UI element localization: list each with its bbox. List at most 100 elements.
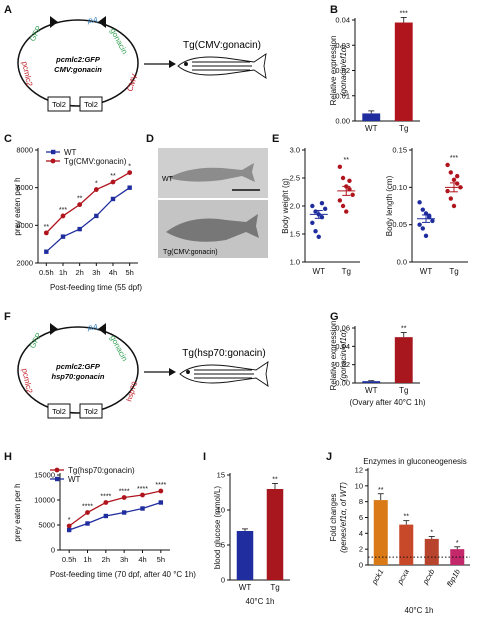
chart-J-bar — [399, 524, 414, 565]
chart-B-ytick-label: 0.02 — [335, 66, 350, 75]
chart-H-point — [121, 510, 127, 515]
chart-E2-point — [448, 170, 453, 175]
plasmid-f-tol2-box-1 — [47, 403, 71, 419]
chart-I-ytick-label: 10 — [217, 506, 225, 515]
plasmid-a-name-line2: CMV:gonacin — [54, 65, 102, 74]
panel-letter-d: D — [146, 133, 154, 145]
construct-arrow-a — [144, 60, 176, 68]
chart-E2-point — [417, 200, 422, 205]
chart-J-title: Enzymes in gluconeogenesis — [363, 457, 467, 466]
chart-H-point — [121, 495, 127, 500]
chart-J-ytick-label: 4 — [359, 529, 363, 538]
chart-B-ylabel-sub: (gonacin/ef1α) — [339, 45, 348, 97]
chart-I-ytick-label: 5 — [221, 541, 225, 550]
panel-letter-j: J — [326, 451, 332, 463]
chart-C-point — [127, 185, 132, 190]
chart-C-sig-label: * — [128, 164, 131, 171]
plasmid-map-f: pA GFP gonacin pcmlc2 hsp70 Tol2 Tol2 pc… — [17, 323, 139, 419]
chart-C-point — [77, 202, 83, 208]
chart-J-ytick-label: 12 — [355, 466, 363, 475]
chart-G-bar — [394, 337, 413, 383]
chart-E1-ytick-label: 1.0 — [290, 258, 300, 267]
chart-E1-point — [337, 198, 343, 203]
chart-E1-point — [319, 201, 325, 206]
chart-I-bar — [236, 531, 254, 580]
chart-E1-point — [310, 203, 315, 209]
chart-E2-point — [420, 207, 425, 212]
chart-C-sig-label: ** — [110, 173, 116, 180]
chart-H-point — [66, 527, 72, 533]
chart-H-ylabel: prey eaten per h — [13, 483, 22, 541]
chart-C-series-line — [45, 172, 130, 234]
chart-B-bar — [394, 22, 413, 121]
chart-C-point — [127, 170, 133, 176]
chart-H-xtick-label: 5h — [157, 555, 165, 564]
chart-G-ytick-label: 0.02 — [335, 360, 350, 369]
chart-J-sig-label: * — [430, 530, 433, 537]
chart-H-xtick-label: 3h — [120, 555, 128, 564]
chart-E1-ylabel: Body weight (g) — [281, 178, 290, 234]
chart-H-point — [85, 510, 90, 515]
chart-C-sig-label: ** — [77, 196, 83, 203]
chart-E2-point — [445, 188, 450, 194]
construct-arrow-f — [144, 368, 176, 376]
plasmid-f-name-line2: hsp70:gonacin — [52, 372, 105, 381]
chart-J-sig-label: ** — [378, 487, 384, 494]
chart-C-ytick-label: 8000 — [16, 146, 33, 155]
chart-G-ylabel: Relative expression — [329, 321, 338, 391]
chart-H-sig-label: **** — [155, 482, 166, 489]
plasmid-f-tol2-label-1: Tol2 — [52, 407, 66, 416]
chart-E1-point — [344, 209, 349, 214]
fish-drawing-a — [177, 53, 267, 79]
panel-letter-g: G — [330, 311, 339, 323]
panel-letter-h: H — [4, 451, 12, 463]
chart-E1-ytick-label: 2.5 — [290, 174, 300, 183]
chart-I-ytick-label: 0 — [221, 576, 225, 585]
chart-H-point — [158, 488, 164, 494]
plasmid-a-tol2-box-2 — [79, 96, 103, 112]
plasmid-f-pa-label: pA — [87, 323, 98, 332]
chart-H-point — [158, 500, 164, 505]
chart-E1-xtick-label: WT — [313, 267, 326, 276]
fish-photo-tg: Tg(CMV:gonacin) — [158, 200, 268, 258]
chart-E2-ytick-label: 0.10 — [392, 183, 407, 192]
fish-photo-tg-label: Tg(CMV:gonacin) — [163, 249, 218, 256]
chart-E2-ytick-label: 0.05 — [392, 220, 407, 229]
chart-H-xtick-label: 4h — [138, 555, 146, 564]
chart-H-ytick-label: 10000 — [34, 496, 55, 505]
chart-C-legend-marker — [50, 158, 56, 164]
chart-E1-xtick-label: Tg — [342, 267, 351, 276]
chart-C-point — [60, 234, 66, 239]
chart-H-series-line — [68, 490, 161, 527]
plasmid-f-tol2-label-2: Tol2 — [84, 407, 98, 416]
chart-C-legend-label: WT — [64, 148, 77, 157]
plasmid-a-tol2-box-1 — [47, 96, 71, 112]
chart-C-ylabel: prey eaten per h — [13, 177, 22, 235]
chart-B-ytick-label: 0.00 — [335, 117, 350, 126]
chart-H-legend-label: WT — [68, 475, 81, 484]
chart-G-xtick-label: WT — [365, 386, 378, 395]
plasmid-a-tol2-label-1: Tol2 — [52, 100, 66, 109]
chart-E2-point — [451, 203, 457, 209]
chart-E2-sig-label: *** — [450, 155, 458, 162]
chart-E2-point — [448, 196, 453, 201]
chart-C-ytick-label: 6000 — [16, 183, 33, 192]
chart-E2-point — [455, 181, 460, 186]
chart-E2-ytick-label: 0.15 — [392, 146, 407, 155]
chart-E1-point — [310, 220, 315, 225]
fish-photo-wt: WT — [158, 148, 268, 198]
chart-H-xtick-label: 0.5h — [62, 555, 77, 564]
chart-H-sig-label: **** — [137, 486, 148, 493]
panel-letter-a: A — [4, 4, 12, 16]
chart-E2-xtick-label: WT — [420, 267, 433, 276]
chart-C-point — [94, 213, 99, 219]
chart-C-legend-marker — [51, 149, 56, 155]
chart-G-xlabel: (Ovary after 40°C 1h) — [349, 398, 425, 407]
plasmid-a-tol2-label-2: Tol2 — [84, 100, 98, 109]
chart-E1-point — [337, 164, 343, 169]
chart-I-xtick-label: WT — [239, 583, 252, 592]
chart-C-point — [110, 179, 116, 185]
chart-C-point — [110, 196, 116, 202]
chart-H-point — [103, 513, 109, 519]
